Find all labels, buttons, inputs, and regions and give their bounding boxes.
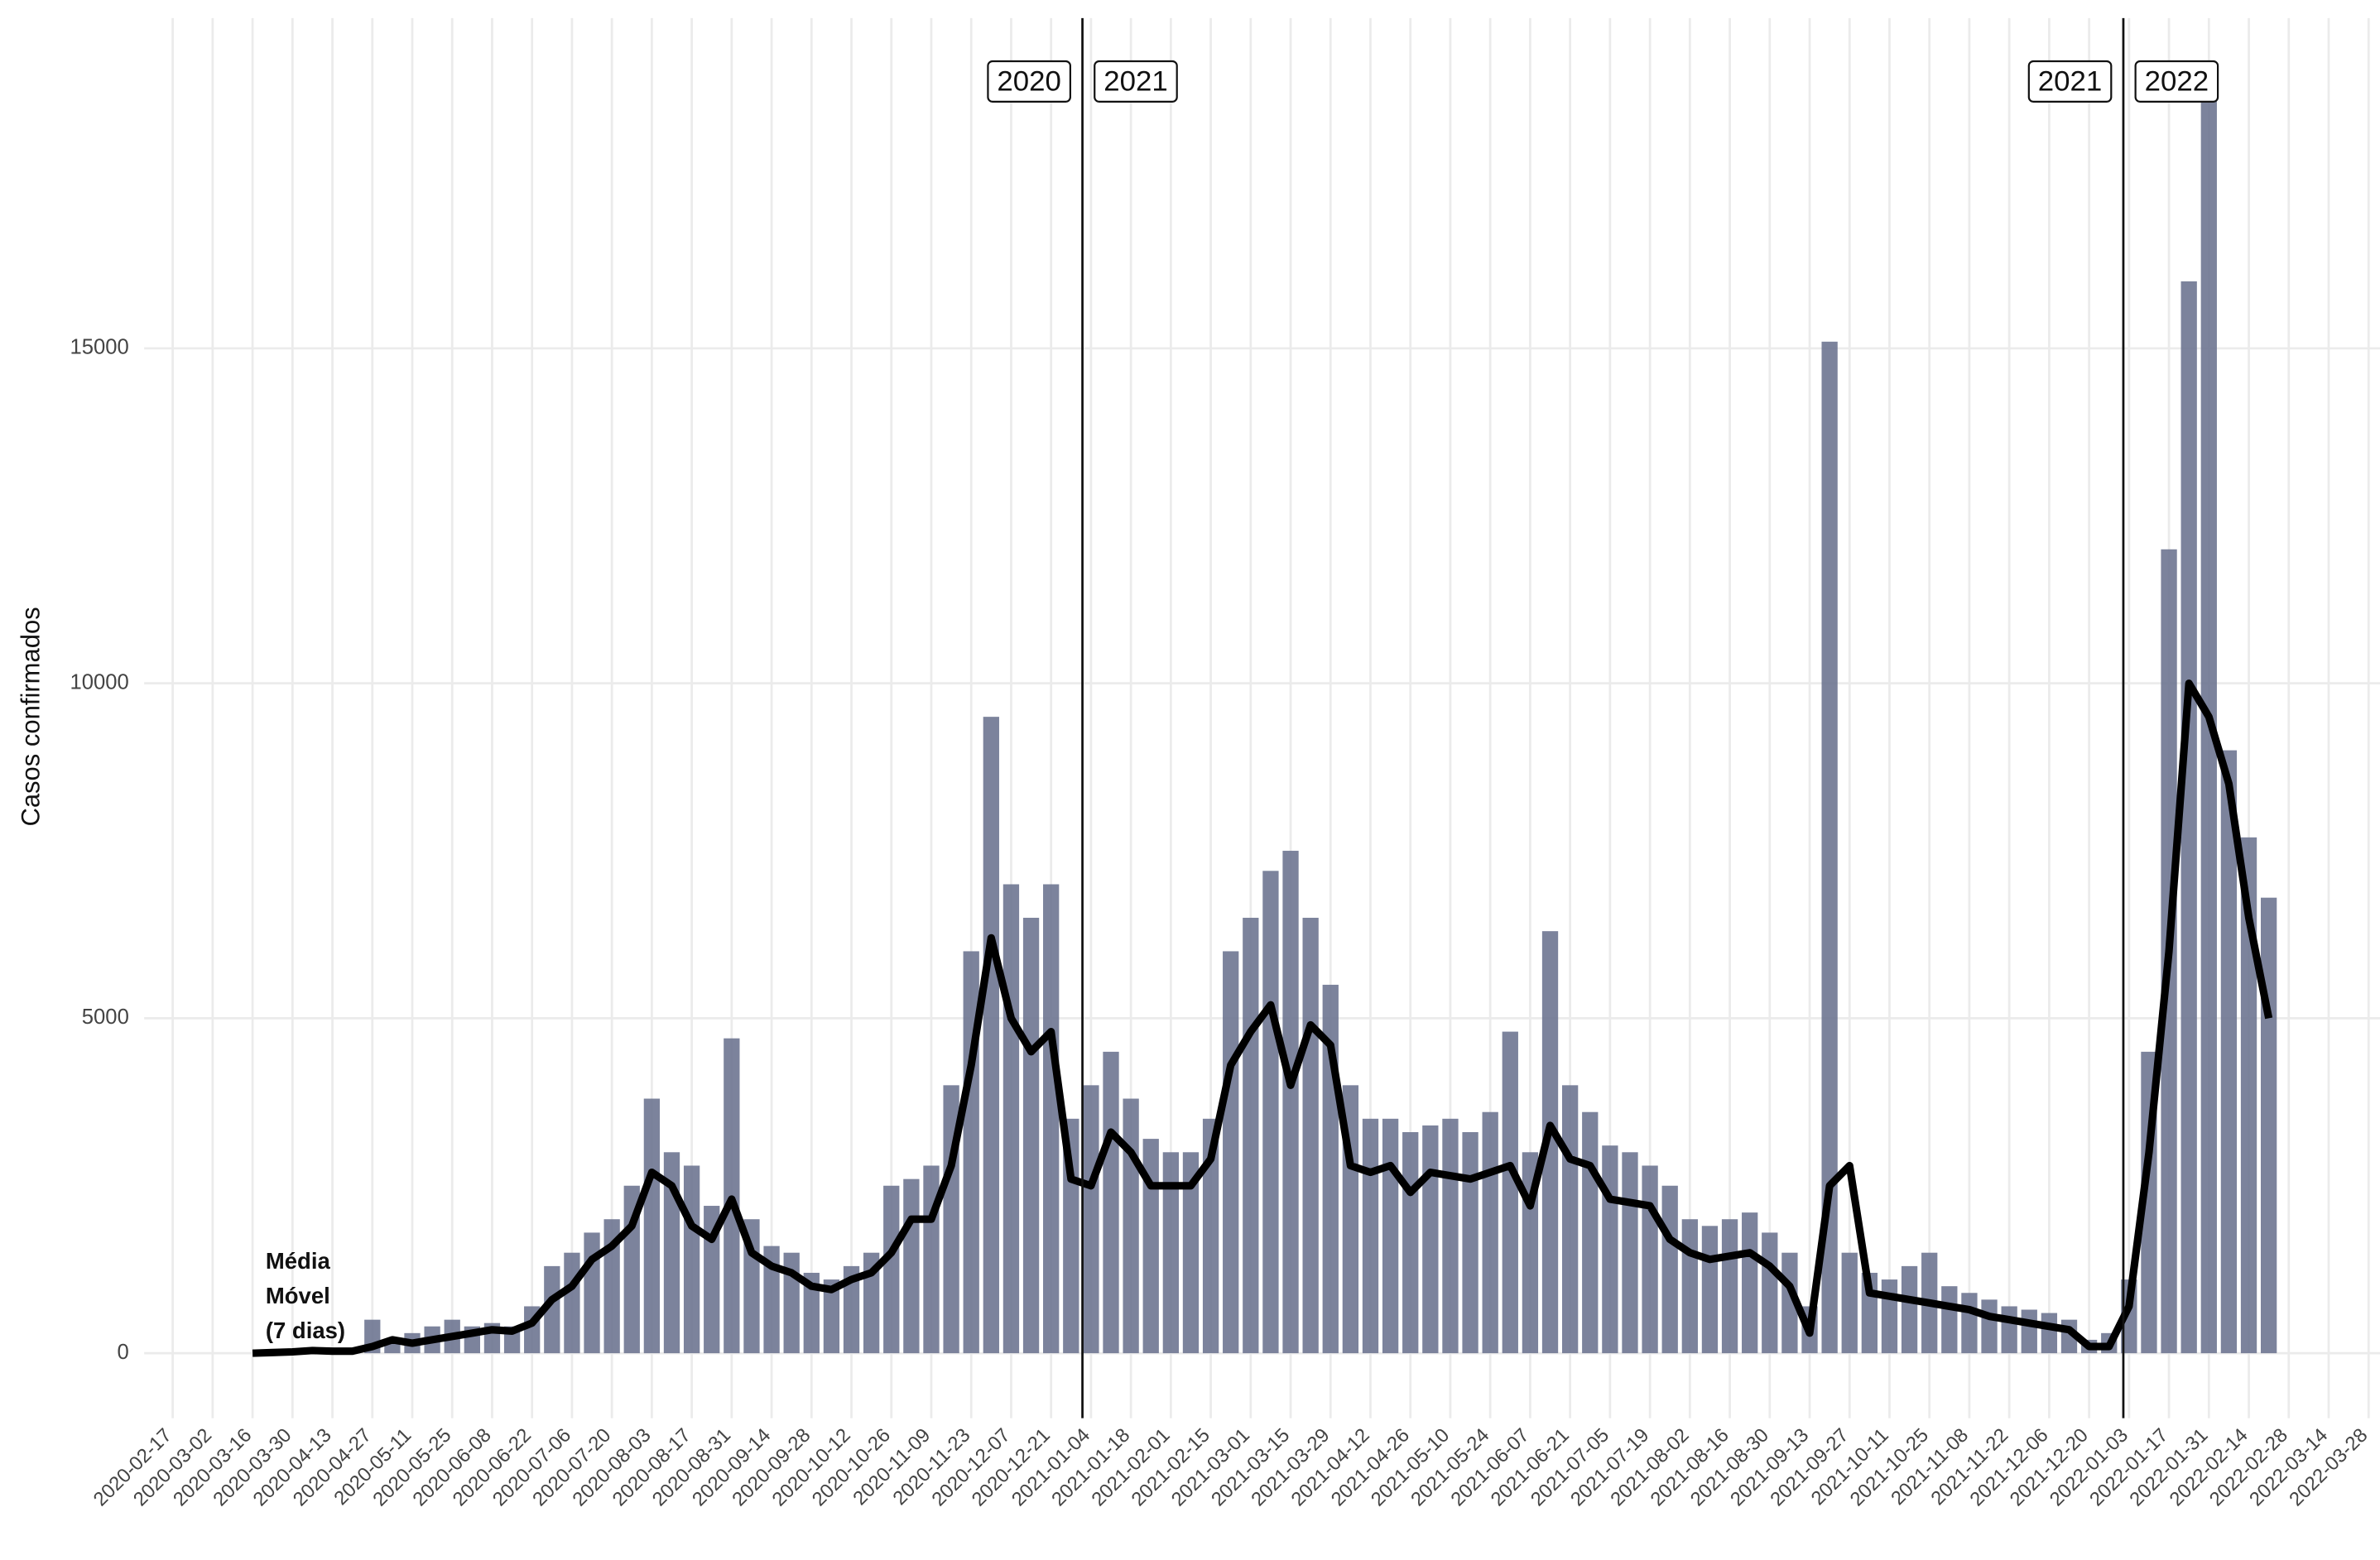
bar (2261, 897, 2277, 1354)
year-label-text: 2020 (997, 65, 1060, 97)
annotation: Média (266, 1248, 331, 1274)
year-label-text: 2021 (1103, 65, 1167, 97)
bar (1681, 1219, 1698, 1354)
year-label: 2022 (2134, 60, 2219, 103)
bar (2220, 750, 2238, 1354)
bar (1701, 1226, 1719, 1354)
bar (1881, 1279, 1898, 1354)
year-label: 2021 (1094, 60, 1178, 103)
bar (1162, 1152, 1180, 1354)
annotation: Móvel (266, 1283, 330, 1308)
year-label-text: 2021 (2038, 65, 2102, 97)
year-label: 2020 (987, 60, 1071, 103)
bar (1901, 1265, 1918, 1354)
bar (823, 1279, 840, 1354)
bar (663, 1152, 680, 1354)
bar (2240, 837, 2257, 1354)
bar (1043, 884, 1060, 1354)
bar (1282, 851, 1299, 1354)
bar (1821, 341, 1838, 1354)
bar (803, 1272, 820, 1354)
bar (1362, 1118, 1379, 1354)
bar (1243, 917, 1259, 1354)
bar (1083, 1085, 1099, 1354)
bar (1622, 1152, 1638, 1354)
year-label-box (2027, 60, 2113, 103)
bar (903, 1178, 920, 1354)
bar (1422, 1125, 1439, 1354)
year-label: 2021 (2027, 60, 2113, 103)
year-label-box (987, 60, 1071, 103)
bar (1762, 1232, 1778, 1354)
bar (544, 1265, 560, 1354)
bar (1002, 884, 1020, 1354)
bar (1561, 1085, 1579, 1354)
bar (1841, 1252, 1858, 1354)
year-label-text: 2022 (2145, 65, 2209, 97)
bar (1123, 1098, 1139, 1354)
bar (1721, 1219, 1738, 1354)
bar (1642, 1165, 1658, 1354)
bar (1142, 1139, 1159, 1354)
bar (2021, 1309, 2037, 1354)
bar (1442, 1118, 1459, 1354)
y-tick-label: 15000 (70, 336, 129, 359)
bar (2001, 1306, 2017, 1354)
year-label-box (2134, 60, 2219, 103)
bar (983, 717, 999, 1354)
bar (1541, 931, 1559, 1354)
annotation: (7 dias) (266, 1318, 345, 1343)
bar (1482, 1111, 1498, 1354)
bar (564, 1252, 580, 1354)
bar (1582, 1111, 1599, 1354)
year-label-box (1094, 60, 1178, 103)
bar (1981, 1299, 1998, 1354)
y-tick-label: 0 (118, 1341, 129, 1364)
bar (584, 1232, 600, 1354)
bar (1402, 1131, 1419, 1354)
bar (1223, 951, 1239, 1354)
bar (683, 1165, 700, 1354)
bar (1302, 917, 1319, 1354)
bar (1262, 871, 1279, 1354)
bar (1941, 1286, 1958, 1354)
bar (1462, 1131, 1478, 1354)
bar (704, 1206, 720, 1354)
bar (643, 1098, 661, 1354)
bar (1182, 1152, 1200, 1354)
bar (1502, 1031, 1518, 1354)
bar (763, 1246, 780, 1354)
bar (843, 1265, 860, 1354)
bar (1202, 1118, 1219, 1354)
moving-average-line (252, 679, 2273, 1357)
bar (1961, 1293, 1978, 1354)
grid (144, 17, 2380, 1418)
y-tick-label: 5000 (82, 1006, 129, 1029)
bar (1742, 1212, 1758, 1354)
y-tick-label: 10000 (70, 670, 129, 694)
y-axis-title: Casos confirmados (17, 607, 46, 826)
bar (1103, 1051, 1119, 1354)
bar (2180, 281, 2197, 1354)
bar (1602, 1145, 1618, 1354)
bar (1382, 1118, 1399, 1354)
bar (2041, 1313, 2058, 1354)
bar (1661, 1185, 1678, 1354)
bar (1022, 917, 1040, 1354)
bar (883, 1185, 900, 1354)
